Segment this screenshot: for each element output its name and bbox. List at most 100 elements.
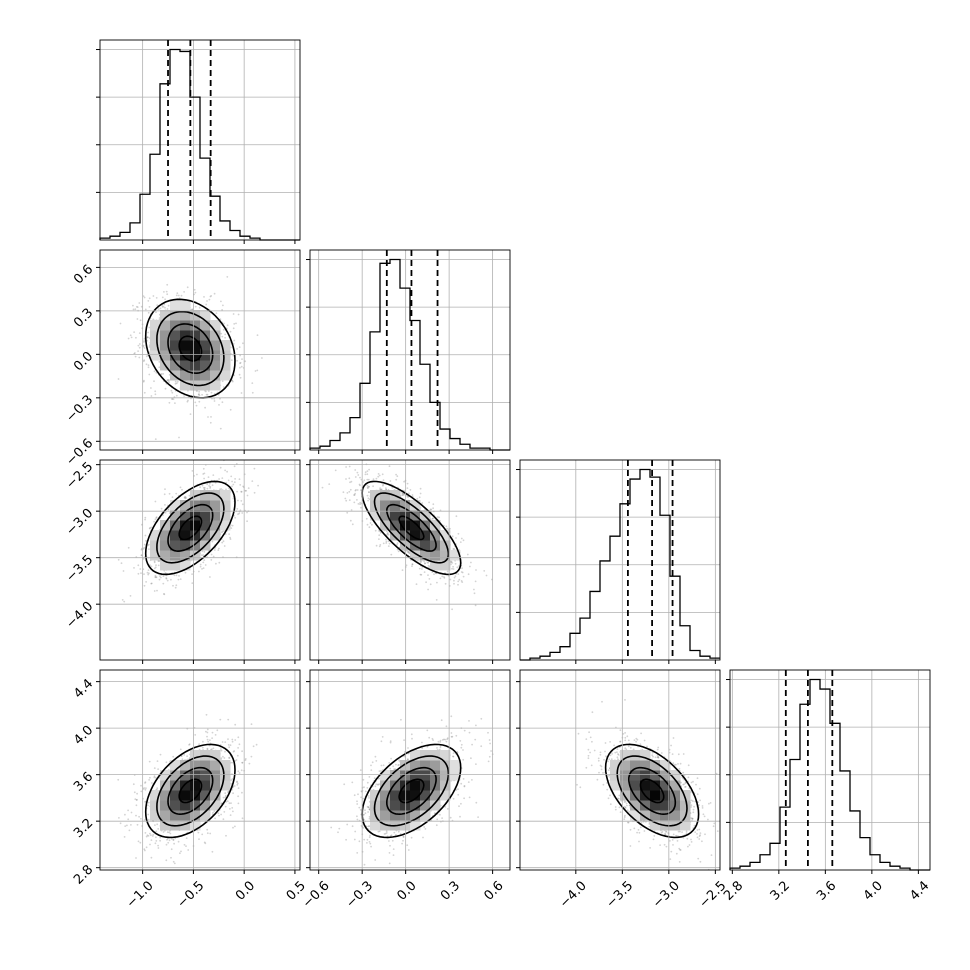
- scatter-point: [473, 592, 476, 595]
- scatter-point: [246, 520, 249, 523]
- scatter-point: [244, 759, 247, 761]
- scatter-point: [461, 571, 464, 574]
- density-bin: [400, 530, 411, 541]
- density-bin: [150, 330, 161, 341]
- density-bin: [160, 350, 171, 361]
- scatter-point: [221, 541, 224, 544]
- density-bin: [200, 310, 211, 321]
- scatter-point: [240, 392, 243, 394]
- panel-frame-2-1: [309, 459, 511, 661]
- scatter-point: [244, 360, 247, 363]
- density-bin: [410, 530, 421, 541]
- scatter-point: [421, 502, 424, 504]
- scatter-point: [241, 817, 244, 820]
- scatter-point: [196, 473, 198, 476]
- scatter-point: [209, 485, 212, 488]
- scatter-point: [455, 515, 458, 518]
- density-panel-3-0: [99, 669, 301, 871]
- scatter-point: [193, 288, 196, 291]
- scatter-point: [218, 561, 221, 564]
- scatter-point: [366, 494, 369, 497]
- scatter-point: [241, 512, 244, 514]
- scatter-point: [147, 573, 150, 576]
- density-bin: [190, 520, 201, 531]
- scatter-point: [206, 748, 209, 751]
- scatter-point: [155, 564, 157, 567]
- scatter-point: [420, 560, 423, 563]
- density-bin: [160, 560, 171, 571]
- scatter-point: [210, 553, 213, 556]
- scatter-point: [210, 559, 213, 561]
- scatter-point: [148, 297, 151, 300]
- scatter-point: [423, 560, 425, 563]
- scatter-point: [147, 544, 149, 547]
- scatter-point: [379, 544, 382, 546]
- density-bin: [420, 530, 431, 541]
- scatter-point: [435, 599, 438, 601]
- scatter-point: [395, 478, 398, 481]
- scatter-point: [198, 394, 201, 397]
- scatter-point: [166, 308, 169, 310]
- scatter-point: [159, 836, 162, 839]
- scatter-point: [209, 421, 212, 424]
- scatter-point: [170, 848, 173, 851]
- scatter-point: [201, 484, 204, 487]
- scatter-point: [433, 573, 435, 576]
- scatter-point: [227, 718, 230, 721]
- scatter-point: [211, 484, 214, 487]
- scatter-point: [236, 490, 239, 493]
- scatter-point: [140, 554, 143, 557]
- scatter-point: [203, 472, 206, 475]
- scatter-point: [194, 291, 197, 294]
- scatter-point: [241, 503, 244, 506]
- scatter-point: [154, 438, 157, 440]
- density-bin: [180, 550, 191, 561]
- scatter-point: [203, 559, 206, 561]
- density-bin: [170, 530, 181, 541]
- scatter-point: [377, 475, 380, 478]
- scatter-point: [221, 335, 224, 338]
- scatter-point: [175, 584, 178, 587]
- density-bin: [210, 340, 221, 351]
- scatter-point: [381, 473, 384, 476]
- scatter-point: [165, 577, 168, 580]
- density-bin: [390, 520, 401, 531]
- scatter-point: [346, 511, 349, 514]
- scatter-point: [153, 767, 156, 769]
- density-bin: [440, 530, 451, 541]
- histogram-panel-1: [306, 249, 511, 451]
- scatter-point: [159, 307, 162, 310]
- scatter-point: [450, 561, 452, 564]
- scatter-point: [138, 343, 141, 345]
- density-bin: [180, 370, 191, 381]
- scatter-point: [198, 400, 201, 403]
- scatter-point: [231, 524, 234, 527]
- scatter-point: [135, 336, 137, 339]
- scatter-point: [380, 488, 383, 491]
- scatter-point: [209, 576, 211, 578]
- density-bin: [160, 530, 171, 541]
- scatter-point: [239, 484, 242, 486]
- scatter-point: [155, 576, 158, 579]
- scatter-point: [218, 404, 220, 406]
- scatter-point: [206, 487, 209, 490]
- scatter-point: [411, 565, 413, 567]
- contour-0: [178, 335, 203, 362]
- scatter-point: [387, 545, 390, 547]
- scatter-point: [223, 322, 225, 325]
- scatter-point: [155, 836, 157, 839]
- density-bin: [180, 320, 191, 331]
- scatter-point: [224, 333, 227, 336]
- scatter-point: [345, 466, 347, 468]
- density-bin: [180, 350, 191, 361]
- scatter-point: [148, 548, 150, 550]
- histogram-panel-3: [726, 669, 931, 871]
- scatter-point: [212, 474, 215, 476]
- scatter-point: [189, 413, 192, 415]
- scatter-point: [396, 543, 398, 546]
- scatter-point: [233, 481, 236, 484]
- scatter-point: [165, 290, 168, 293]
- density-bin: [220, 350, 231, 361]
- scatter-point: [140, 790, 143, 793]
